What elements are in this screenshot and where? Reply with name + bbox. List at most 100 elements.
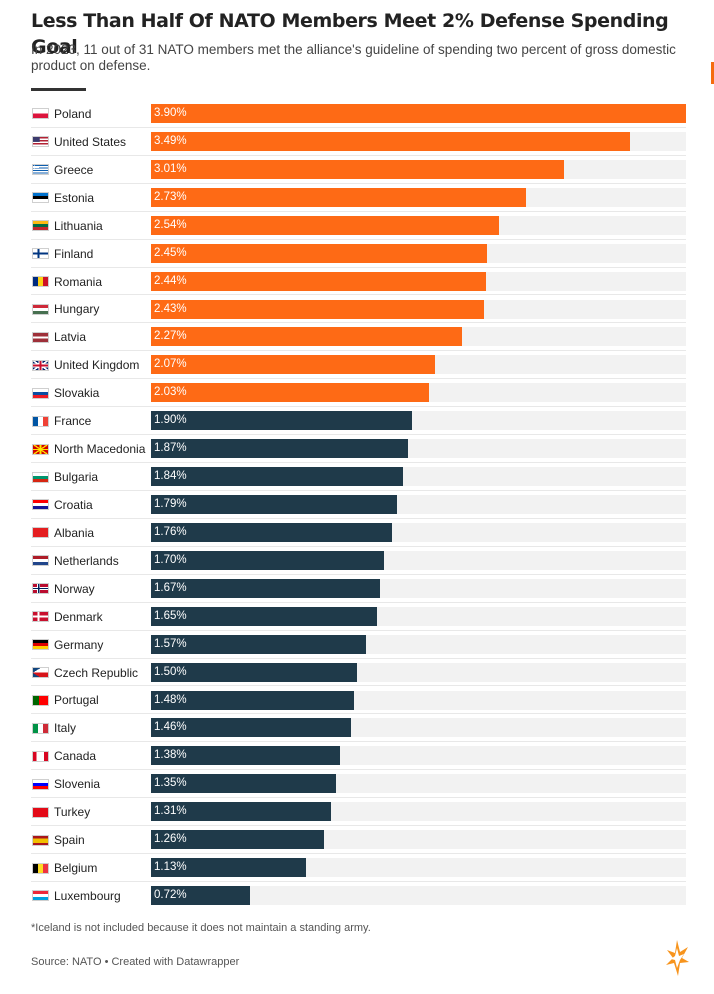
bar-track: 1.31% xyxy=(151,802,686,822)
country-label: United Kingdom xyxy=(54,358,140,373)
country-cell: Czech Republic xyxy=(31,659,138,687)
country-label: Latvia xyxy=(54,330,87,345)
bar: 2.44% xyxy=(151,271,486,291)
bar-track: 3.01% xyxy=(151,159,686,179)
bar-value-label: 1.13% xyxy=(154,861,187,874)
bar-row: Greece 3.01% xyxy=(31,156,686,184)
country-label: Estonia xyxy=(54,190,95,205)
country-label: Spain xyxy=(54,833,85,848)
country-cell: Slovakia xyxy=(31,379,99,407)
country-label: Poland xyxy=(54,106,92,121)
country-cell: Denmark xyxy=(31,603,103,631)
bar-value-label: 1.79% xyxy=(154,498,187,511)
bar-value-label: 1.26% xyxy=(154,833,187,846)
bar-row: Latvia 2.27% xyxy=(31,323,686,352)
bar-value-label: 2.43% xyxy=(154,302,187,315)
bar-value-label: 0.72% xyxy=(154,889,187,902)
bar: 2.54% xyxy=(151,215,500,235)
country-label: Finland xyxy=(54,246,94,261)
flag-icon xyxy=(32,303,49,315)
bar-track: 2.44% xyxy=(151,271,686,291)
bar: 1.48% xyxy=(151,690,355,710)
bar-row: Spain 1.26% xyxy=(31,826,686,855)
flag-icon xyxy=(32,108,49,120)
bar-row: France 1.90% xyxy=(31,407,686,436)
bar-track: 1.13% xyxy=(151,858,686,878)
bar: 2.27% xyxy=(151,327,463,347)
country-cell: Finland xyxy=(31,240,93,268)
flag-icon xyxy=(32,806,49,818)
flag-icon xyxy=(32,639,49,651)
country-label: Czech Republic xyxy=(54,665,139,680)
country-label: Slovakia xyxy=(54,386,100,401)
bar-value-label: 2.73% xyxy=(154,190,187,203)
bar-value-label: 3.01% xyxy=(154,162,187,175)
flag-icon xyxy=(32,164,49,176)
bar-row: North Macedonia 1.87% xyxy=(31,435,686,464)
country-label: France xyxy=(54,414,92,429)
bar-row: Germany 1.57% xyxy=(31,631,686,659)
bar-value-label: 1.57% xyxy=(154,637,187,650)
flag-icon xyxy=(32,778,49,790)
bar-row: Finland 2.45% xyxy=(31,240,686,268)
flag-icon xyxy=(32,192,49,204)
bar-track: 2.45% xyxy=(151,243,686,263)
country-cell: Albania xyxy=(31,519,94,547)
bar-value-label: 1.76% xyxy=(154,525,187,538)
bar: 0.72% xyxy=(151,886,250,906)
bar-value-label: 3.90% xyxy=(154,107,187,119)
flag-icon xyxy=(32,499,49,511)
flag-icon xyxy=(32,527,49,539)
country-cell: Croatia xyxy=(31,491,93,519)
bar-track: 1.38% xyxy=(151,746,686,766)
bar-row: Croatia 1.79% xyxy=(31,491,686,519)
bar-track: 1.57% xyxy=(151,634,686,654)
flag-icon xyxy=(32,443,49,455)
country-label: Slovenia xyxy=(54,777,101,792)
source-credit: Source: NATO • Created with Datawrapper xyxy=(31,956,240,968)
country-cell: Norway xyxy=(31,575,95,603)
country-cell: Hungary xyxy=(31,296,99,324)
bar-chart: Poland 3.90% United States 3.49% Greece 3.01%… xyxy=(31,100,686,910)
bar-row: United Kingdom 2.07% xyxy=(31,351,686,380)
country-cell: Poland xyxy=(31,100,91,128)
bar-value-label: 1.90% xyxy=(154,414,187,427)
country-cell: Spain xyxy=(31,826,85,854)
bar: 2.07% xyxy=(151,355,435,375)
title-divider xyxy=(31,88,86,91)
bar-value-label: 1.35% xyxy=(154,777,187,790)
bar-track: 1.46% xyxy=(151,718,686,738)
bar-value-label: 1.38% xyxy=(154,749,187,762)
flag-icon xyxy=(32,555,49,567)
country-cell: Lithuania xyxy=(31,212,103,240)
flame-logo-icon xyxy=(666,940,689,976)
bar: 1.65% xyxy=(151,606,378,626)
bar-value-label: 2.45% xyxy=(154,246,187,259)
country-cell: Italy xyxy=(31,714,76,742)
bar-track: 1.35% xyxy=(151,774,686,794)
bar-value-label: 1.31% xyxy=(154,805,187,818)
bar: 1.87% xyxy=(151,439,408,459)
flag-icon xyxy=(32,359,49,371)
country-cell: Slovenia xyxy=(31,770,100,798)
country-label: United States xyxy=(54,134,127,149)
bar: 1.79% xyxy=(151,495,397,515)
country-label: Luxembourg xyxy=(54,888,121,903)
bar-row: Belgium 1.13% xyxy=(31,854,686,882)
bar: 1.38% xyxy=(151,746,341,766)
bar-value-label: 2.07% xyxy=(154,358,187,371)
bar-track: 1.48% xyxy=(151,690,686,710)
country-cell: United States xyxy=(31,128,126,156)
bar: 2.73% xyxy=(151,187,526,207)
bar: 1.90% xyxy=(151,411,412,431)
bar-track: 1.90% xyxy=(151,411,686,431)
bar: 1.70% xyxy=(151,550,385,570)
country-cell: Turkey xyxy=(31,798,90,826)
chart-subtitle: In 2023, 11 out of 31 NATO members met t… xyxy=(31,42,676,73)
flag-icon xyxy=(32,276,49,287)
bar-track: 2.27% xyxy=(151,327,686,347)
country-label: Denmark xyxy=(54,609,103,624)
bar: 3.90% xyxy=(151,104,686,123)
country-label: North Macedonia xyxy=(54,442,146,457)
country-label: Croatia xyxy=(54,497,93,512)
